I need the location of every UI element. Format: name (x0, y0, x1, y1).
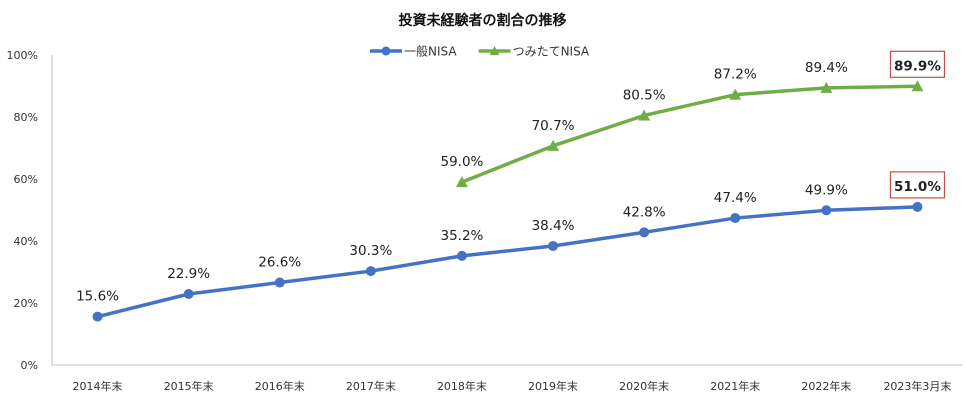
data-point (92, 311, 103, 322)
data-label: 51.0% (894, 179, 941, 195)
highlight-box (889, 171, 946, 199)
legend-label: つみたてNISA (513, 45, 590, 59)
x-tick-label: 2022年末 (801, 379, 851, 393)
data-point (911, 80, 924, 92)
data-label: 89.4% (805, 60, 848, 76)
series-line-1 (97, 205, 918, 319)
data-point (183, 289, 194, 300)
data-point (638, 109, 651, 121)
y-tick-label: 60% (14, 173, 38, 186)
data-label: 49.9% (805, 182, 848, 198)
data-point (821, 205, 832, 216)
y-tick-label: 20% (14, 297, 38, 310)
data-point (548, 240, 559, 251)
x-tick-label: 2019年末 (528, 379, 578, 393)
data-label: 38.4% (532, 218, 575, 234)
x-tick-label: 2017年末 (346, 379, 396, 393)
data-point (639, 227, 650, 238)
y-tick-label: 40% (14, 235, 38, 248)
data-point (547, 139, 560, 151)
data-label: 35.2% (441, 228, 484, 244)
chart-title: 投資未経験者の割合の推移 (398, 13, 567, 29)
data-label: 87.2% (714, 67, 757, 83)
data-point (820, 81, 833, 93)
y-tick-label: 0% (21, 359, 38, 372)
data-label: 89.9% (894, 58, 941, 74)
data-point (274, 277, 285, 288)
data-label: 15.6% (76, 289, 119, 305)
data-label: 80.5% (623, 87, 666, 103)
x-tick-label: 2014年末 (73, 379, 123, 393)
x-tick-label: 2023年3月末 (883, 379, 951, 393)
data-label: 42.8% (623, 204, 666, 220)
data-point (365, 266, 376, 277)
data-label: 70.7% (532, 118, 575, 134)
legend-marker (489, 46, 500, 55)
x-tick-label: 2018年末 (437, 379, 487, 393)
data-label: 30.3% (349, 243, 392, 259)
x-tick-label: 2016年末 (255, 379, 305, 393)
data-point (456, 250, 467, 261)
data-label: 47.4% (714, 190, 757, 206)
y-tick-label: 80% (14, 111, 38, 124)
data-point (455, 176, 468, 188)
data-point (729, 88, 742, 100)
x-tick-label: 2021年末 (710, 379, 760, 393)
y-tick-label: 100% (7, 49, 38, 62)
legend-label: 一般NISA (404, 44, 457, 59)
data-label: 59.0% (441, 154, 484, 170)
x-tick-label: 2020年末 (619, 379, 669, 393)
data-point (730, 213, 741, 224)
highlight-box (889, 50, 946, 78)
data-label: 26.6% (258, 255, 301, 271)
legend-marker (381, 46, 391, 56)
series-line-2 (461, 84, 918, 184)
x-tick-label: 2015年末 (164, 379, 214, 393)
data-label: 22.9% (167, 266, 210, 282)
data-point (912, 201, 923, 212)
